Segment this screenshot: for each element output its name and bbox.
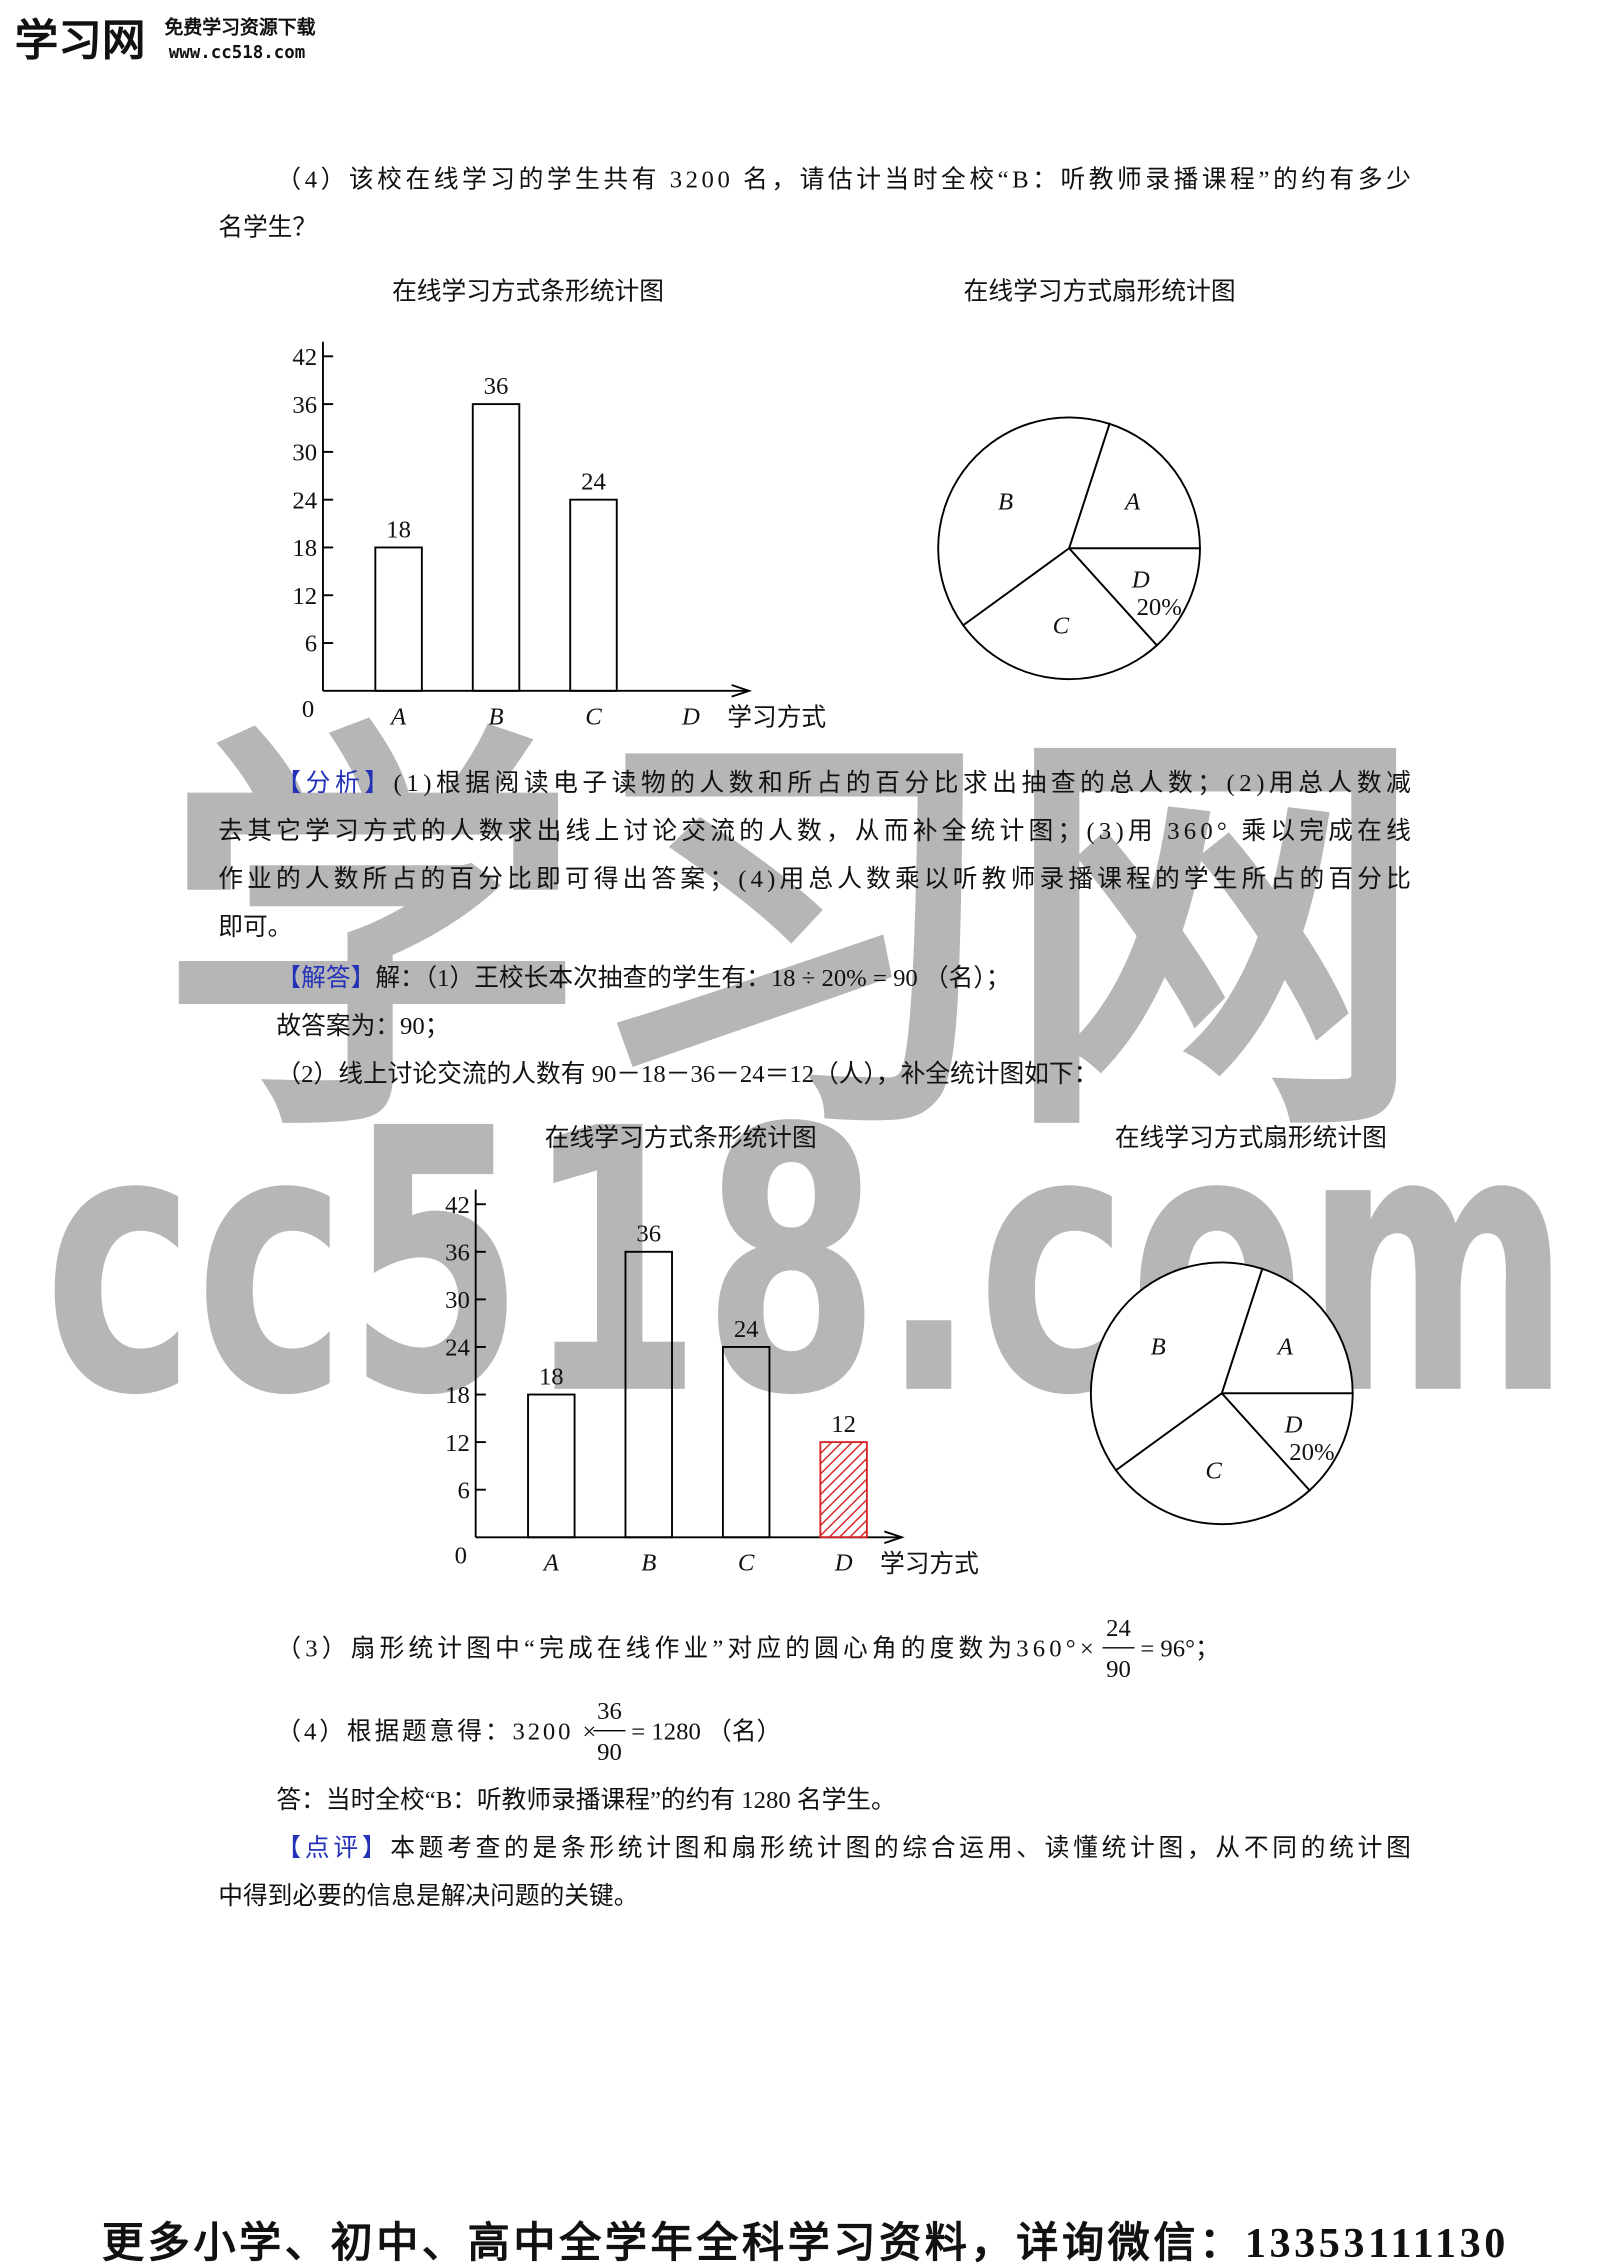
bar	[527, 1393, 576, 1539]
pie-slice	[1089, 1261, 1264, 1472]
slice-label: A	[1123, 488, 1141, 515]
comment-line: 【点评】 本题考查的是条形统计图和扇形统计图的综合运用、读懂统计图，从不同的统计图	[276, 1834, 1410, 1862]
x-axis-label: 学习方式	[880, 1550, 979, 1578]
y-tick-label: 18	[292, 535, 317, 562]
line-text: 本题考查的是条形统计图和扇形统计图的综合运用、读懂统计图，从不同的统计图	[390, 1834, 1411, 1862]
y-tick-label: 30	[445, 1287, 470, 1314]
y-tick-label: 18	[445, 1382, 470, 1409]
formula-result: = 96°；	[1140, 1636, 1219, 1663]
numerator: 24	[1106, 1615, 1131, 1642]
formula-text: （3）扇形统计图中“完成在线作业”对应的圆心角的度数为360°×	[276, 1635, 1093, 1663]
chart-title: 在线学习方式条形统计图	[392, 278, 664, 306]
value-label: 18	[539, 1363, 564, 1390]
x-axis-label: 学习方式	[727, 704, 826, 732]
line-text: 去其它学习方式的人数求出线上讨论交流的人数，从而补全统计图；(3)用 360° …	[218, 817, 1411, 845]
line-text: （2）线上讨论交流的人数有 90－18－36－24＝12（人），补全统计图如下：	[276, 1060, 1098, 1088]
tag: 【解答】	[276, 964, 375, 992]
bar	[569, 498, 618, 692]
bar	[624, 1250, 673, 1539]
value-label: 18	[386, 516, 411, 543]
denominator: 90	[1106, 1656, 1131, 1683]
url: www.cc518.com	[169, 43, 305, 63]
pie-annotation: 20%	[1289, 1439, 1334, 1466]
line-text: 即可。	[218, 914, 292, 941]
axis-arrow	[884, 1530, 905, 1544]
y-tick-label: 0	[455, 1542, 467, 1569]
value-label: 24	[734, 1316, 759, 1343]
x-tick-label: B	[488, 703, 503, 730]
x-tick-label: D	[681, 703, 700, 730]
pie-slice	[1219, 1392, 1354, 1492]
value-label: 24	[581, 468, 606, 495]
y-tick-label: 12	[445, 1430, 470, 1457]
bar	[471, 403, 521, 692]
x-tick-label: D	[834, 1550, 853, 1577]
pie-slice	[961, 547, 1159, 681]
chart-title: 在线学习方式扇形统计图	[1115, 1124, 1387, 1152]
slogan: 免费学习资源下载	[164, 15, 315, 38]
conclusion: 答：当时全校“B：听教师录播课程”的约有 1280 名学生。	[276, 1786, 895, 1814]
y-tick-label: 42	[445, 1192, 470, 1219]
question-line: 名学生？	[218, 214, 317, 242]
footer: 更多小学、初中、高中全学年全科学习资料，详询微信：13353111130	[102, 2219, 1505, 2263]
slice-label: D	[1131, 566, 1150, 593]
pie-slice	[1220, 1267, 1354, 1395]
line-text: 作业的人数所占的百分比即可得出答案；(4)用总人数乘以听教师录播课程的学生所占的…	[218, 865, 1411, 893]
chart-title: 在线学习方式扇形统计图	[964, 278, 1236, 306]
slice-label: C	[1205, 1458, 1222, 1485]
y-tick-label: 0	[302, 696, 314, 723]
y-tick-label: 36	[445, 1240, 470, 1267]
x-tick-label: B	[641, 1550, 656, 1577]
question-line: （4）该校在线学习的学生共有 3200 名，请估计当时全校“B：听教师录播课程”…	[276, 166, 1410, 194]
formula-result: = 1280 （名）	[631, 1717, 781, 1745]
pie-annotation: 20%	[1137, 594, 1182, 621]
comment-line: 中得到必要的信息是解决问题的关键。	[218, 1882, 638, 1910]
value-label: 36	[636, 1221, 661, 1248]
analysis-line: 作业的人数所占的百分比即可得出答案；(4)用总人数乘以听教师录播课程的学生所占的…	[218, 865, 1411, 893]
slice-label: D	[1284, 1411, 1303, 1438]
pie-slice	[937, 416, 1111, 627]
pie-slice	[1114, 1392, 1311, 1526]
value-label: 36	[484, 373, 509, 400]
bar	[374, 546, 423, 692]
analysis-line: 即可。	[218, 914, 292, 941]
solution-line: 【解答】解：（1）王校长本次抽查的学生有：18 ÷ 20% = 90 （名）；	[276, 964, 1010, 992]
y-tick-label: 42	[292, 344, 317, 371]
bar	[721, 1346, 771, 1539]
x-tick-label: C	[738, 1550, 755, 1577]
analysis-line: 去其它学习方式的人数求出线上讨论交流的人数，从而补全统计图；(3)用 360° …	[218, 817, 1411, 845]
denominator: 90	[597, 1739, 622, 1766]
slice-label: B	[1151, 1333, 1166, 1360]
solution-line: 故答案为：90；	[276, 1012, 449, 1040]
slice-label: C	[1053, 613, 1070, 640]
x-tick-label: A	[389, 703, 407, 730]
y-tick-label: 12	[292, 583, 317, 610]
x-tick-label: A	[542, 1550, 560, 1577]
bar	[819, 1441, 868, 1539]
line-text: 故答案为：90；	[276, 1012, 449, 1040]
watermark: 学习网	[160, 694, 1425, 1184]
slice-label: A	[1276, 1333, 1294, 1360]
y-tick-label: 24	[445, 1335, 470, 1362]
line-text: 中得到必要的信息是解决问题的关键。	[218, 1882, 638, 1910]
tag: 【点评】	[276, 1834, 386, 1862]
numerator: 36	[597, 1698, 622, 1725]
chart-title: 在线学习方式条形统计图	[545, 1124, 817, 1152]
pie-slice	[1066, 547, 1201, 647]
solution-line: （2）线上讨论交流的人数有 90－18－36－24＝12（人），补全统计图如下：	[276, 1060, 1098, 1088]
logo: 学习网	[15, 16, 146, 66]
y-tick-label: 30	[292, 440, 317, 467]
y-tick-label: 6	[305, 631, 317, 658]
axis-arrow	[731, 684, 753, 698]
y-tick-label: 36	[292, 392, 317, 419]
pie-slice	[1067, 422, 1201, 550]
formula-text: （4）根据题意得：3200 ×	[276, 1717, 596, 1745]
y-tick-label: 6	[457, 1477, 469, 1504]
x-tick-label: C	[585, 703, 602, 730]
slice-label: B	[998, 488, 1013, 515]
y-tick-label: 24	[292, 487, 317, 514]
value-label: 12	[831, 1411, 856, 1438]
line-text: 解：（1）王校长本次抽查的学生有：18 ÷ 20% = 90 （名）；	[375, 964, 1010, 992]
